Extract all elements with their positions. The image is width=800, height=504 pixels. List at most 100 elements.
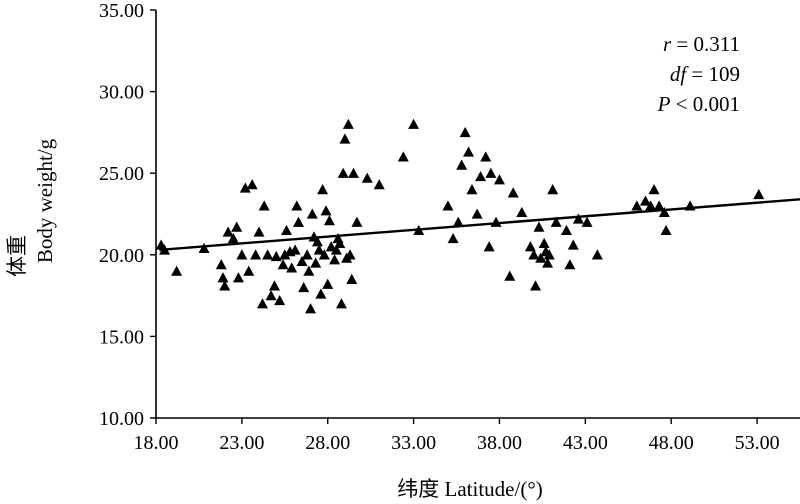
data-point bbox=[286, 262, 298, 273]
trendline-group bbox=[159, 198, 800, 252]
data-point bbox=[753, 188, 765, 200]
data-point bbox=[504, 270, 516, 281]
data-point bbox=[456, 159, 468, 170]
data-point bbox=[485, 167, 497, 178]
data-point bbox=[542, 257, 554, 268]
axes: 10.00 15.00 20.00 25.00 30.00 35.00 18.00 23.00… bbox=[99, 0, 800, 454]
data-point bbox=[463, 146, 475, 157]
data-point bbox=[493, 174, 505, 185]
data-point bbox=[631, 200, 643, 211]
data-point bbox=[524, 241, 536, 252]
data-point bbox=[538, 237, 550, 249]
data-point bbox=[567, 239, 579, 250]
data-point bbox=[459, 126, 471, 138]
data-point bbox=[310, 257, 322, 268]
data-point bbox=[239, 182, 251, 193]
data-point bbox=[265, 290, 277, 301]
p-annotation: P < 0.001 bbox=[657, 92, 740, 116]
data-point bbox=[279, 249, 291, 260]
data-point bbox=[475, 170, 487, 182]
data-point bbox=[591, 249, 603, 260]
data-point bbox=[581, 216, 593, 227]
data-point bbox=[528, 249, 540, 260]
data-point bbox=[466, 184, 478, 195]
data-point bbox=[413, 224, 425, 235]
x-tick-label: 23.00 bbox=[219, 432, 264, 454]
data-point bbox=[639, 195, 651, 206]
data-point bbox=[452, 216, 464, 227]
data-point bbox=[334, 237, 346, 249]
data-point bbox=[231, 221, 243, 232]
data-points bbox=[155, 118, 765, 314]
data-point bbox=[318, 249, 330, 260]
data-point bbox=[658, 206, 670, 218]
data-point bbox=[293, 216, 305, 227]
data-point bbox=[159, 244, 171, 255]
x-tick-label: 33.00 bbox=[391, 432, 436, 454]
data-point bbox=[507, 187, 519, 198]
data-point bbox=[258, 200, 270, 211]
df-annotation: df = 109 bbox=[670, 62, 740, 86]
x-tick-label: 18.00 bbox=[134, 432, 179, 454]
data-point bbox=[408, 118, 420, 129]
data-point bbox=[335, 298, 347, 309]
data-point bbox=[447, 232, 459, 244]
data-point bbox=[330, 244, 342, 255]
data-point bbox=[171, 265, 183, 276]
data-point bbox=[645, 200, 657, 211]
data-point bbox=[483, 241, 495, 252]
data-point bbox=[653, 200, 665, 211]
x-tick-label: 28.00 bbox=[305, 432, 350, 454]
x-axis-title: 纬度 Latitude/(°) bbox=[397, 477, 542, 501]
data-point bbox=[256, 298, 268, 309]
y-tick-label: 30.00 bbox=[99, 82, 144, 104]
data-point bbox=[337, 167, 349, 178]
data-point bbox=[547, 184, 559, 195]
data-point bbox=[490, 216, 502, 227]
data-point bbox=[342, 118, 354, 129]
data-point bbox=[560, 224, 572, 235]
data-point bbox=[215, 259, 227, 270]
data-point bbox=[219, 280, 231, 291]
data-point bbox=[346, 273, 358, 284]
data-point bbox=[535, 252, 547, 263]
data-point bbox=[471, 208, 483, 219]
y-tick-label: 20.00 bbox=[99, 245, 144, 267]
data-point bbox=[227, 232, 239, 244]
data-point bbox=[480, 151, 492, 162]
data-point bbox=[530, 280, 542, 291]
x-tick-label: 43.00 bbox=[563, 432, 608, 454]
y-tick-label: 10.00 bbox=[99, 408, 144, 430]
data-point bbox=[533, 221, 545, 232]
data-point bbox=[329, 254, 341, 265]
r-annotation: r = 0.311 bbox=[663, 32, 740, 56]
data-point bbox=[291, 200, 303, 211]
data-point bbox=[236, 249, 248, 260]
data-point bbox=[301, 249, 313, 260]
trendline bbox=[159, 198, 800, 252]
data-point bbox=[339, 133, 351, 144]
data-point bbox=[243, 265, 255, 276]
data-point bbox=[550, 216, 562, 227]
data-point bbox=[222, 226, 234, 237]
data-point bbox=[232, 272, 244, 283]
data-point bbox=[373, 179, 385, 190]
data-point bbox=[289, 244, 301, 255]
data-point bbox=[516, 206, 528, 218]
data-point bbox=[298, 281, 310, 293]
data-point bbox=[660, 224, 672, 235]
y-tick-label: 25.00 bbox=[99, 163, 144, 185]
data-point bbox=[361, 172, 373, 183]
stats-annotation: r = 0.311 df = 109 P < 0.001 bbox=[657, 32, 740, 116]
data-point bbox=[323, 215, 335, 226]
x-tick-label: 53.00 bbox=[735, 432, 780, 454]
y-tick-label: 35.00 bbox=[99, 0, 144, 22]
y-axis-title-en: Body weight/g bbox=[33, 138, 57, 263]
data-point bbox=[397, 151, 409, 162]
data-point bbox=[305, 303, 317, 314]
data-point bbox=[351, 216, 363, 227]
data-point bbox=[543, 249, 555, 260]
data-point bbox=[315, 288, 327, 299]
data-point bbox=[296, 255, 308, 267]
